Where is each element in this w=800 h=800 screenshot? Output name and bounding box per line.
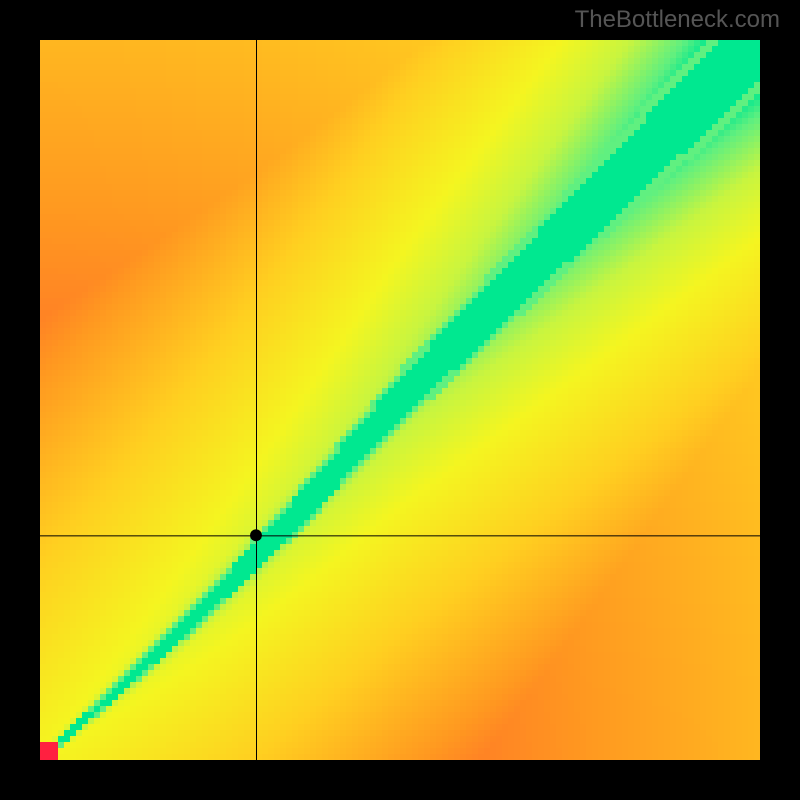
crosshair-overlay bbox=[40, 40, 760, 760]
chart-container: { "watermark": { "text": "TheBottleneck.… bbox=[0, 0, 800, 800]
watermark-text: TheBottleneck.com bbox=[575, 6, 780, 34]
